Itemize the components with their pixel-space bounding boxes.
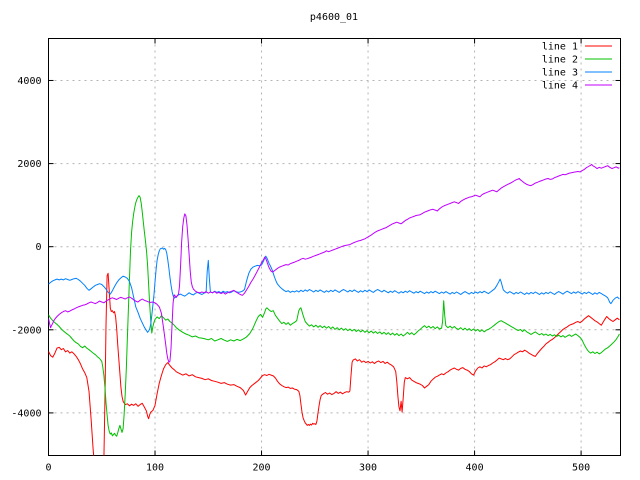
y-tick-label: 0 — [35, 242, 41, 253]
x-tick-label: 500 — [572, 463, 590, 474]
chart-title: p4600_01 — [309, 12, 359, 23]
series-line-1 — [48, 272, 620, 456]
legend-entry: line 2 — [542, 55, 612, 66]
legend-label: line 2 — [542, 55, 578, 66]
legend-entry: line 1 — [542, 42, 612, 53]
legend-label: line 4 — [542, 81, 578, 92]
legend-label: line 1 — [542, 42, 578, 53]
series-line-3 — [48, 247, 620, 333]
legend-entry: line 3 — [542, 68, 612, 79]
x-tick-label: 300 — [359, 463, 377, 474]
tick-labels: 0 100 200 300 400 500 -4000 -2000 0 2000 4000 — [11, 76, 590, 474]
series-line-4 — [48, 163, 620, 363]
legend-entry: line 4 — [542, 81, 612, 92]
legend-label: line 3 — [542, 68, 578, 79]
x-tick-label: 400 — [466, 463, 484, 474]
x-tick-label: 0 — [45, 463, 51, 474]
axes — [48, 38, 621, 456]
x-tick-label: 100 — [146, 463, 164, 474]
y-tick-label: -4000 — [11, 408, 41, 419]
legend: line 1 line 2 line 3 line 4 — [542, 42, 612, 92]
x-tick-label: 200 — [253, 463, 271, 474]
y-tick-label: 2000 — [17, 159, 41, 170]
y-tick-label: -2000 — [11, 325, 41, 336]
y-tick-label: 4000 — [17, 76, 41, 87]
series-line-2 — [48, 195, 620, 437]
